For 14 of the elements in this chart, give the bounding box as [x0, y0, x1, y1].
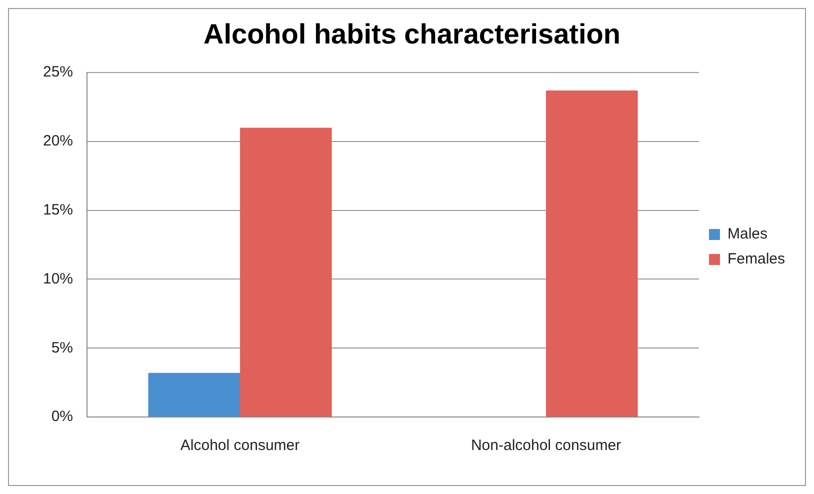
y-tick-label: 20% [42, 132, 74, 150]
y-tick-label: 5% [51, 339, 74, 356]
bar [240, 128, 332, 416]
y-tick-label: 10% [42, 270, 74, 288]
bar [148, 372, 240, 416]
y-tick-label: 25% [42, 64, 74, 81]
y-tick-label: 0% [51, 408, 74, 426]
legend-label: Males [727, 226, 768, 243]
bar [546, 90, 638, 416]
x-tick-label: Non-alcohol consumer [470, 437, 622, 454]
x-tick-label: Alcohol consumer [180, 437, 300, 454]
legend-label: Females [727, 250, 786, 268]
chart-title: Alcohol habits characterisation [204, 18, 620, 50]
y-tick-label: 15% [42, 202, 74, 218]
